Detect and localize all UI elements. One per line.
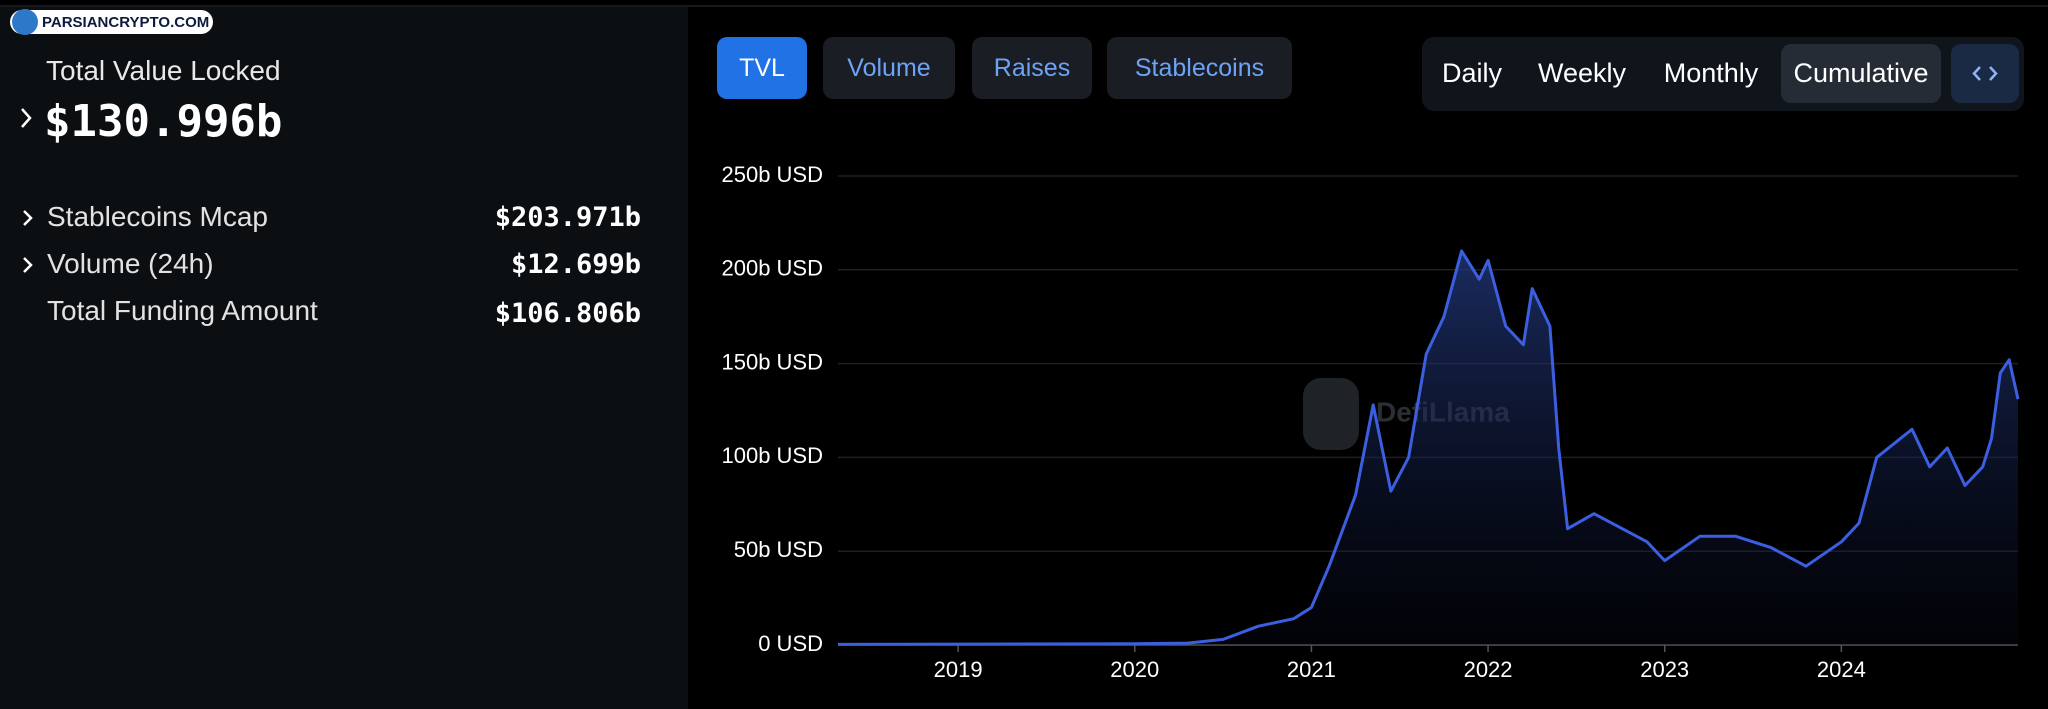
tab[interactable]: Volume: [823, 37, 955, 99]
x-tick-label: 2024: [1817, 657, 1866, 682]
x-tick-label: 2023: [1640, 657, 1689, 682]
y-tick-label: 50b USD: [734, 537, 823, 562]
x-tick-label: 2019: [934, 657, 983, 682]
chevron[interactable]: [20, 208, 34, 228]
tab[interactable]: Raises: [972, 37, 1092, 99]
logo-text: PARSIANCRYPTO.COM: [42, 14, 210, 31]
x-tick-label: 2021: [1287, 657, 1336, 682]
period-button[interactable]: Monthly: [1663, 58, 1759, 88]
logo-icon: [12, 9, 38, 35]
tvl-title: Total Value Locked: [46, 55, 281, 86]
chevron: [21, 108, 32, 128]
stat-value: $203.971b: [494, 202, 641, 233]
logo: PARSIANCRYPTO.COM: [10, 9, 213, 35]
watermark-logo: [1303, 378, 1359, 450]
period-button[interactable]: Daily: [1441, 58, 1502, 88]
line: [837, 249, 2020, 646]
stat-value: $106.806b: [494, 298, 641, 329]
y-tick-label: 100b USD: [721, 443, 823, 468]
stat-label: Total Funding Amount: [47, 295, 318, 326]
y-tick-label: 200b USD: [721, 256, 823, 281]
tvl-value: $130.996b: [44, 96, 283, 147]
embed-button[interactable]: [1951, 44, 2019, 103]
tab[interactable]: TVL: [717, 37, 807, 99]
tab[interactable]: Stablecoins: [1107, 37, 1292, 99]
stat-label[interactable]: Volume (24h): [47, 248, 214, 279]
x-tick-label: 2020: [1110, 657, 1159, 682]
period-button[interactable]: Weekly: [1537, 58, 1627, 88]
period-button[interactable]: Cumulative: [1781, 44, 1941, 103]
chevron[interactable]: [20, 255, 34, 275]
top-border: [0, 5, 2048, 7]
x-tick-label: 2022: [1464, 657, 1513, 682]
stat-value: $12.699b: [510, 249, 641, 280]
code-icon: [1972, 66, 1998, 81]
y-tick-label: 250b USD: [721, 162, 823, 187]
y-tick-label: 150b USD: [721, 349, 823, 374]
area: [838, 251, 2018, 645]
stat-label[interactable]: Stablecoins Mcap: [47, 201, 269, 232]
y-tick-label: 0 USD: [758, 631, 823, 656]
summary-panel: [0, 7, 688, 709]
